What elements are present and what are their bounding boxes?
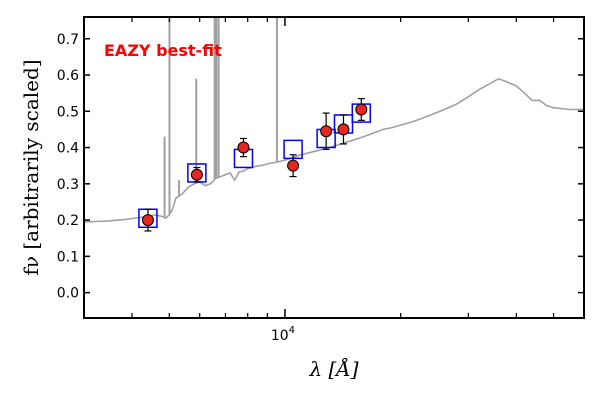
chart-annotation: EAZY best-fit (104, 41, 222, 60)
plot-area (84, 17, 584, 232)
y-axis-label: fν [arbitrarily scaled] (19, 59, 43, 275)
x-tick-label: 104 (271, 325, 295, 344)
x-axis-label: λ [Å] (308, 356, 358, 381)
observed-flux-point (237, 141, 250, 154)
axes: 0.0 0.1 0.2 0.3 0.4 0.5 0.6 0.7 104 λ [Å] fν [arbi… (19, 16, 585, 381)
y-tick-label: 0.3 (57, 177, 79, 193)
y-tick-label: 0.0 (57, 286, 79, 302)
model-spectrum-line (84, 77, 584, 223)
observed-flux-point (141, 214, 154, 227)
y-tick-label: 0.2 (57, 213, 79, 229)
observed-flux-point (355, 103, 368, 116)
y-tick-label: 0.5 (57, 104, 79, 120)
observed-flux-point (337, 123, 350, 136)
observed-flux-point (190, 168, 203, 181)
plot-frame (83, 16, 585, 319)
y-tick-label: 0.7 (57, 32, 79, 48)
y-tick-label: 0.1 (57, 249, 79, 265)
y-tick-label: 0.6 (57, 68, 79, 84)
y-tick-label: 0.4 (57, 141, 79, 157)
observed-flux-point (287, 159, 300, 172)
observed-flux-point (320, 125, 333, 138)
